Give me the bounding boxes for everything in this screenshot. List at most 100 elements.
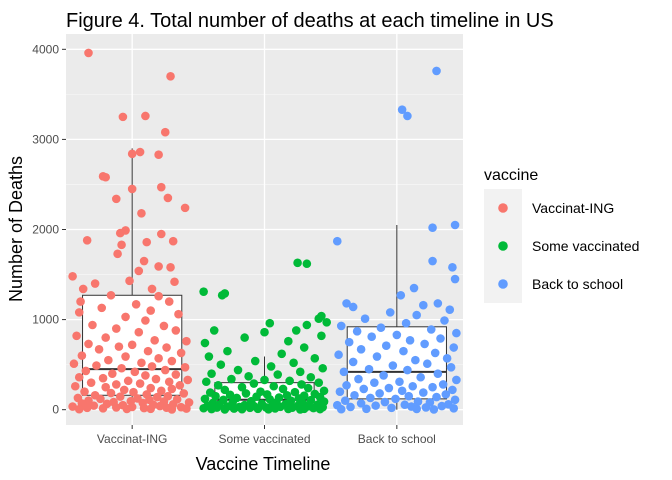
data-point: [309, 403, 318, 413]
data-point: [269, 381, 279, 391]
data-point: [117, 240, 126, 250]
data-point: [170, 277, 179, 287]
x-tick-label: Vaccinat-ING: [97, 432, 167, 446]
data-point: [310, 354, 320, 363]
data-point: [403, 111, 412, 121]
data-point: [400, 400, 410, 410]
data-point: [319, 386, 329, 396]
data-point: [166, 72, 175, 81]
data-point: [372, 352, 382, 361]
data-point: [291, 326, 301, 335]
data-point: [130, 367, 140, 377]
data-point: [376, 323, 386, 333]
data-point: [440, 316, 449, 325]
data-point: [433, 299, 443, 308]
data-point: [391, 394, 400, 404]
data-point: [216, 360, 226, 369]
data-point: [401, 318, 411, 328]
data-point: [146, 306, 155, 315]
data-point: [260, 327, 269, 337]
data-point: [367, 332, 376, 342]
data-point: [422, 359, 432, 369]
data-point: [364, 364, 374, 374]
data-point: [153, 392, 162, 402]
data-point: [94, 345, 104, 354]
data-point: [450, 395, 460, 405]
data-point: [154, 291, 163, 301]
data-point: [375, 389, 384, 398]
data-point: [284, 404, 293, 414]
data-point: [134, 327, 144, 337]
data-point: [80, 387, 89, 396]
data-point: [295, 367, 305, 377]
data-point: [233, 365, 243, 375]
legend-marker: [498, 203, 508, 213]
data-point: [127, 184, 137, 194]
data-point: [111, 194, 121, 204]
x-tick-label: Some vaccinated: [218, 432, 310, 446]
data-point: [141, 316, 150, 325]
data-point: [336, 404, 346, 414]
data-point: [74, 372, 84, 382]
data-point: [135, 379, 145, 388]
data-point: [441, 390, 451, 399]
y-tick-label: 3000: [32, 132, 59, 146]
data-point: [156, 386, 166, 396]
legend-marker: [498, 241, 508, 251]
data-point: [84, 48, 93, 58]
data-point: [342, 299, 351, 308]
data-point: [146, 383, 155, 393]
data-point: [237, 404, 247, 414]
data-point: [204, 352, 214, 361]
data-point: [289, 358, 298, 368]
data-point: [156, 182, 166, 192]
series-points: [199, 258, 331, 414]
data-point: [416, 372, 425, 382]
data-point: [306, 372, 316, 382]
legend-label: Back to school: [532, 276, 623, 292]
legend-label: Vaccinat-ING: [532, 200, 614, 216]
data-point: [97, 303, 107, 313]
data-point: [384, 383, 394, 393]
data-point: [379, 371, 388, 380]
data-point: [84, 339, 93, 349]
data-point: [314, 378, 324, 387]
data-point: [430, 348, 440, 358]
data-point: [437, 401, 447, 411]
data-point: [362, 404, 371, 414]
data-point: [388, 361, 398, 370]
legend-label: Some vaccinated: [532, 238, 639, 254]
data-point: [166, 263, 175, 272]
data-point: [131, 299, 141, 309]
data-point: [411, 355, 420, 365]
data-point: [121, 352, 130, 361]
data-point: [76, 297, 85, 306]
data-point: [106, 290, 116, 300]
data-point: [141, 371, 150, 380]
data-point: [151, 374, 161, 384]
data-point: [392, 330, 402, 340]
data-point: [426, 325, 436, 334]
data-point: [346, 402, 355, 412]
data-point: [405, 336, 415, 345]
series-points: [332, 66, 461, 414]
data-point: [171, 370, 181, 379]
data-point: [168, 236, 178, 246]
data-point: [98, 404, 108, 413]
data-point: [297, 380, 306, 389]
data-point: [344, 337, 354, 347]
data-point: [115, 392, 125, 401]
data-point: [370, 378, 379, 387]
data-point: [452, 328, 461, 338]
legend-title: vaccine: [484, 167, 538, 184]
data-point: [69, 359, 79, 369]
y-tick-label: 0: [52, 403, 59, 417]
data-point: [201, 377, 211, 387]
data-point: [360, 314, 370, 323]
data-point: [317, 331, 326, 341]
data-point: [154, 262, 163, 271]
data-point: [354, 374, 363, 384]
data-point: [135, 147, 145, 157]
data-point: [356, 345, 366, 354]
